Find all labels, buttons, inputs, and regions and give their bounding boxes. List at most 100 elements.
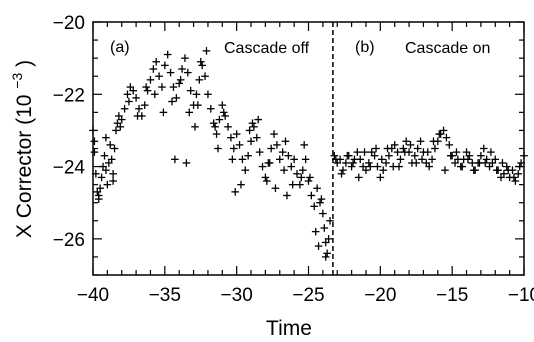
data-point [163,50,172,59]
data-point [313,184,321,193]
data-point [150,90,159,99]
data-point [265,159,274,167]
data-point [296,180,304,189]
data-point [306,173,314,182]
data-point [339,166,347,174]
data-point [229,144,238,153]
data-point [261,173,270,182]
data-point [166,68,175,77]
data-point [428,155,436,164]
data-point [379,166,388,174]
data-point [110,144,119,153]
data-point [464,155,472,164]
data-point [185,108,194,117]
data-point [109,170,117,178]
data-point [376,173,385,182]
data-point [112,126,120,135]
data-point [382,159,390,167]
data-point [290,155,298,164]
data-point [383,144,392,153]
data-point [132,94,140,102]
data-point [356,155,365,164]
data-point [342,159,350,167]
data-point [92,170,100,178]
data-point [271,184,280,193]
data-point [176,76,185,84]
data-point [106,141,115,149]
data-point [207,104,215,113]
data-point [94,191,103,200]
data-point [288,180,297,189]
data-point [221,112,229,120]
data-point [502,162,511,171]
panel-b-annotation: Cascade on [405,40,490,57]
data-point [300,141,308,149]
data-point [311,227,320,236]
data-point [319,209,327,218]
data-point [280,166,288,174]
tick-labels: −40 −35 −30 −25 −20 −15 −10 −20 −22 −24 −26 [53,13,534,306]
data-point [458,162,467,171]
data-point [429,137,438,146]
data-point [418,155,426,164]
data-point [435,130,444,138]
data-point [129,86,138,95]
data-point [254,115,263,124]
data-point [514,170,523,178]
data-point [307,191,316,200]
data-point [172,94,181,102]
data-point [360,148,369,156]
data-point [481,159,490,167]
data-point [215,115,224,124]
panel-b-label: (b) [355,39,375,56]
data-point [323,249,331,258]
x-tick-label: −20 [364,285,396,306]
data-point [406,141,415,149]
data-point [511,177,520,185]
data-point [171,155,179,164]
data-point [412,159,421,167]
data-point [362,166,370,174]
data-point [232,130,241,138]
data-point [120,104,129,113]
panel-a-label: (a) [110,39,130,56]
data-point [244,151,252,160]
y-tick-label: −22 [53,85,85,106]
data-point [372,144,380,153]
data-point [431,144,439,153]
data-point [498,159,507,167]
data-point [181,54,189,62]
data-point [377,155,386,164]
data-point [100,151,109,160]
data-point [385,151,393,160]
data-points [89,47,528,261]
data-point [252,133,261,142]
data-point [209,119,218,127]
data-point [273,141,281,149]
data-point [320,224,329,232]
data-point [275,155,284,164]
data-point [520,151,528,160]
data-point [396,155,405,164]
data-point [402,137,410,146]
data-point [168,97,176,106]
data-point [287,162,296,171]
x-axis-title: Time [266,317,312,340]
data-point [316,198,324,207]
y-axis-title: X Corrector (10 −3 ) [9,60,36,238]
y-axis-unit-base: (10 [13,95,36,125]
data-point [214,144,222,153]
data-point [238,155,247,164]
data-point [186,86,195,95]
data-point [400,148,409,156]
data-point [423,148,432,156]
data-point [182,159,191,167]
data-point [465,151,474,160]
data-point [370,151,379,160]
data-point [125,97,133,106]
data-point [293,170,301,178]
data-point [194,101,202,109]
x-tick-label: −35 [149,285,181,306]
data-point [133,112,142,120]
